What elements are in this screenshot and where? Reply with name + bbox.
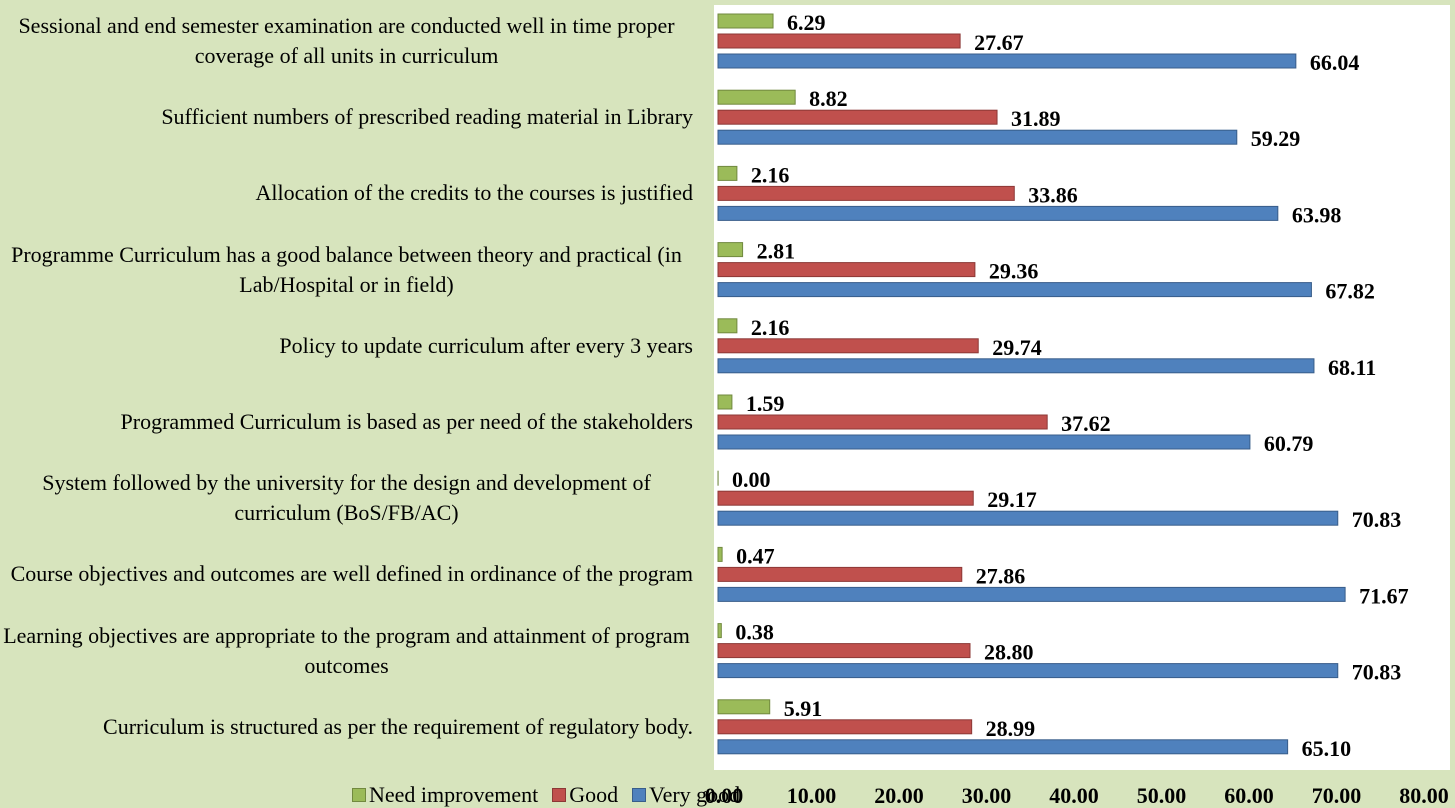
bar	[717, 33, 961, 49]
legend-item: Need improvement	[352, 782, 538, 808]
value-label: 65.10	[1302, 736, 1352, 761]
value-label: 1.59	[746, 391, 785, 416]
value-label: 27.86	[976, 563, 1026, 588]
bar	[717, 546, 723, 562]
bar	[717, 663, 1339, 679]
bar	[717, 566, 963, 582]
x-tick-label: 20.00	[874, 783, 924, 808]
bar	[717, 643, 971, 659]
legend-swatch	[552, 788, 567, 802]
bar	[717, 185, 1015, 201]
legend-swatch	[632, 788, 647, 802]
bar	[717, 205, 1279, 221]
value-label: 2.16	[751, 315, 790, 340]
value-label: 0.38	[735, 620, 774, 645]
legend: Need improvement Good Very good	[352, 782, 740, 808]
value-label: 2.81	[757, 239, 796, 264]
bar	[717, 318, 738, 334]
value-label: 8.82	[809, 86, 848, 111]
x-tick-label: 60.00	[1224, 783, 1274, 808]
bar	[717, 262, 976, 278]
value-label: 28.80	[984, 640, 1034, 665]
value-label: 2.16	[751, 162, 790, 187]
legend-label: Need improvement	[369, 782, 539, 807]
x-tick-label: 70.00	[1312, 783, 1362, 808]
bar	[717, 699, 771, 715]
value-label: 66.04	[1310, 50, 1360, 75]
bar	[717, 53, 1297, 69]
bar	[717, 414, 1048, 430]
bar	[717, 739, 1289, 755]
x-tick-label: 40.00	[1049, 783, 1099, 808]
bar	[717, 394, 733, 410]
value-label: 0.00	[732, 467, 771, 492]
value-label: 27.67	[974, 30, 1024, 55]
value-label: 29.17	[987, 487, 1037, 512]
value-label: 37.62	[1061, 411, 1111, 436]
legend-label: Very good	[649, 782, 741, 807]
legend-item: Good	[552, 782, 618, 808]
value-label: 70.83	[1352, 507, 1402, 532]
bar	[717, 282, 1312, 298]
bar	[717, 490, 974, 506]
value-label: 60.79	[1264, 431, 1314, 456]
value-label: 33.86	[1028, 182, 1078, 207]
bar	[717, 89, 796, 105]
value-label: 71.67	[1359, 583, 1409, 608]
category-label: Course objectives and outcomes are well …	[10, 561, 693, 587]
bar	[717, 586, 1346, 602]
value-label: 63.98	[1292, 202, 1342, 227]
bar	[717, 510, 1339, 526]
x-tick-label: 50.00	[1137, 783, 1187, 808]
bar	[717, 242, 744, 258]
value-label: 70.83	[1352, 660, 1402, 685]
value-label: 0.47	[736, 543, 775, 568]
value-label: 68.11	[1328, 355, 1376, 380]
x-tick-label: 0.00	[705, 783, 744, 808]
value-label: 59.29	[1251, 126, 1301, 151]
legend-swatch	[352, 788, 366, 802]
category-label: Allocation of the credits to the courses…	[255, 180, 693, 206]
category-label: Sufficient numbers of prescribed reading…	[161, 104, 693, 130]
x-tick-label: 30.00	[962, 783, 1012, 808]
legend-item: Very good	[632, 782, 740, 808]
value-label: 29.36	[989, 259, 1039, 284]
category-label: Sessional and end semester examination a…	[18, 13, 675, 68]
value-label: 31.89	[1011, 106, 1061, 131]
value-label: 6.29	[787, 10, 826, 35]
value-label: 29.74	[992, 335, 1042, 360]
x-tick-label: 80.00	[1399, 783, 1449, 808]
category-label: Policy to update curriculum after every …	[279, 332, 693, 358]
category-label: Learning objectives are appropriate to t…	[3, 622, 690, 678]
legend-label: Good	[569, 782, 619, 807]
bar	[717, 129, 1238, 145]
category-label: System followed by the university for th…	[42, 470, 651, 526]
bar	[717, 13, 774, 29]
category-label: Curriculum is structured as per the requ…	[103, 713, 693, 739]
bar	[717, 165, 738, 181]
category-label: Programmed Curriculum is based as per ne…	[120, 409, 693, 434]
bar	[717, 719, 973, 735]
bar	[717, 623, 722, 639]
bar	[717, 338, 979, 354]
bar	[717, 358, 1315, 374]
value-label: 67.82	[1325, 279, 1375, 304]
bar	[717, 109, 998, 125]
value-label: 28.99	[986, 716, 1036, 741]
category-label: Programme Curriculum has a good balance …	[11, 241, 682, 297]
value-label: 5.91	[784, 696, 823, 721]
bar	[717, 434, 1251, 450]
x-tick-label: 10.00	[787, 783, 837, 808]
